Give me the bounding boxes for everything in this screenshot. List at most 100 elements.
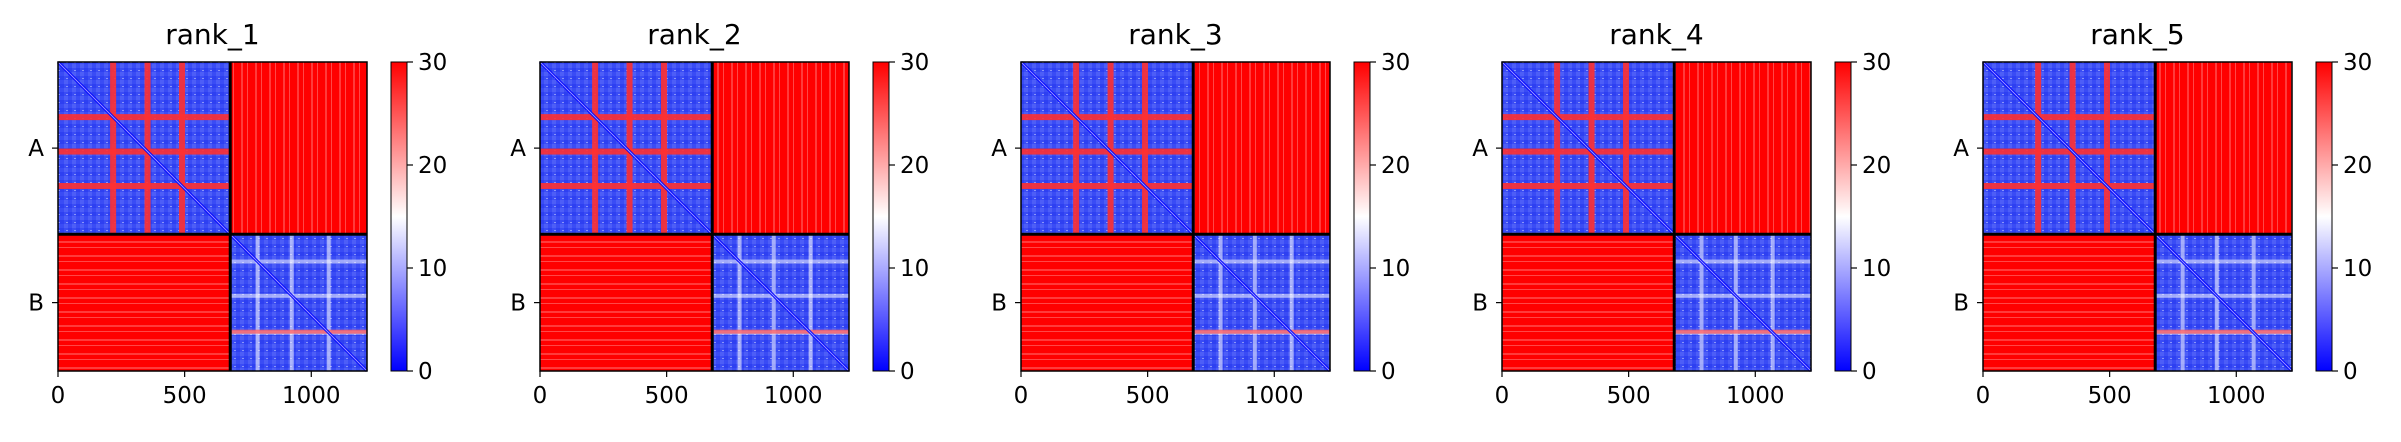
colorbar [390,61,408,372]
heatmap-block-ab [1674,62,1811,235]
heatmap-block-ba [1021,234,1194,371]
heatmap-block-ba [540,234,713,371]
heatmap-block-ab [1193,62,1330,235]
domain-line-b-v [326,234,331,371]
heatmap-block-ab [712,62,849,235]
domain-line-a-v [2104,62,2111,235]
domain-line-b-v [737,234,742,371]
domain-line-b-h [230,293,367,298]
heatmap-frame [539,61,850,372]
domain-line-b-v [2214,234,2219,371]
domain-line-b-h [712,259,849,264]
domain-line-a-h [540,148,713,155]
colorbar-tick-label: 0 [900,359,915,385]
heatmap-block-ab [2155,62,2292,235]
domain-line-a-v [626,62,633,235]
domain-line-b-v [1289,234,1294,371]
domain-line-a-h [540,114,713,121]
domain-line-a-v [2035,62,2042,235]
colorbar-tick-label: 20 [900,153,929,179]
domain-line-b-v [1699,234,1704,371]
y-tick-label: B [991,291,1007,317]
y-tick-label: A [991,136,1007,162]
colorbar-tick-label: 0 [418,359,433,385]
colorbar-tick-label: 10 [900,256,929,282]
colorbar-tick-label: 30 [900,50,929,76]
x-tick-label: 1000 [1726,383,1785,409]
domain-line-a-v [179,62,186,235]
heatmap-block-ba [1983,234,2156,371]
x-tick-label: 500 [1607,383,1651,409]
heatmap-frame [1982,61,2293,372]
domain-line-b-red [712,329,849,334]
domain-line-a-h [58,183,231,190]
x-tick-label: 0 [1495,383,1510,409]
heatmap-diagonal-highlight [57,61,368,372]
x-tick-label: 0 [1976,383,1991,409]
x-tick-label: 0 [533,383,548,409]
y-tick-label: A [1472,136,1488,162]
colorbar-tick-label: 30 [418,50,447,76]
domain-line-b-v [1252,234,1257,371]
x-tick-label: 500 [645,383,689,409]
y-tick-label: A [1953,136,1969,162]
domain-line-b-v [2180,234,2185,371]
domain-line-a-v [1588,62,1595,235]
domain-line-b-red [1674,329,1811,334]
domain-line-a-v [1107,62,1114,235]
domain-line-a-h [58,114,231,121]
colorbar-tick-label: 20 [1381,153,1410,179]
heatmap-diagonal-highlight [1982,61,2293,372]
x-tick-label: 500 [1126,383,1170,409]
domain-line-b-v [1733,234,1738,371]
domain-line-b-h [712,293,849,298]
domain-line-b-v [1218,234,1223,371]
x-tick-label: 1000 [1245,383,1304,409]
colorbar-tick-label: 30 [2343,50,2372,76]
domain-line-a-h [1983,114,2156,121]
domain-line-a-v [1623,62,1630,235]
heatmap-panel-4: rank_4 A B 0 500 1000 0 10 20 30 [1472,18,1891,409]
heatmap-block-ba [1502,234,1675,371]
panel-title: rank_3 [1128,18,1222,51]
domain-line-a-v [1554,62,1561,235]
colorbar-tick-label: 20 [1862,153,1891,179]
domain-line-a-h [1502,183,1675,190]
x-tick-label: 1000 [2207,383,2266,409]
y-tick-label: B [1472,291,1488,317]
domain-line-a-v [144,62,151,235]
colorbar-tick-label: 10 [1862,256,1891,282]
domain-line-a-v [2069,62,2076,235]
y-tick-label: A [28,136,44,162]
domain-line-a-h [1021,183,1194,190]
domain-line-b-h [2155,259,2292,264]
heatmap-panel-5: rank_5 A B 0 500 1000 0 10 20 30 [1953,18,2372,409]
x-tick-label: 1000 [764,383,823,409]
heatmap-frame [1501,61,1812,372]
domain-line-b-h [1193,293,1330,298]
domain-line-b-red [230,329,367,334]
domain-line-a-v [592,62,599,235]
colorbar-tick-label: 10 [1381,256,1410,282]
domain-line-a-h [1983,183,2156,190]
domain-line-b-v [255,234,260,371]
domain-line-a-v [1142,62,1149,235]
domain-line-b-h [1674,293,1811,298]
colorbar-tick-label: 0 [2343,359,2358,385]
heatmap-diagonal-highlight [539,61,850,372]
x-tick-label: 500 [163,383,207,409]
heatmap-block-ba [58,234,231,371]
domain-line-b-h [2155,293,2292,298]
domain-line-a-v [1073,62,1080,235]
colorbar-tick-label: 20 [2343,153,2372,179]
colorbar-tick-label: 10 [418,256,447,282]
domain-line-a-v [110,62,117,235]
x-tick-label: 0 [51,383,66,409]
domain-line-a-h [1021,114,1194,121]
colorbar-tick-label: 10 [2343,256,2372,282]
x-tick-label: 1000 [282,383,341,409]
colorbar [1834,61,1852,372]
domain-line-b-v [808,234,813,371]
heatmap-frame [1020,61,1331,372]
